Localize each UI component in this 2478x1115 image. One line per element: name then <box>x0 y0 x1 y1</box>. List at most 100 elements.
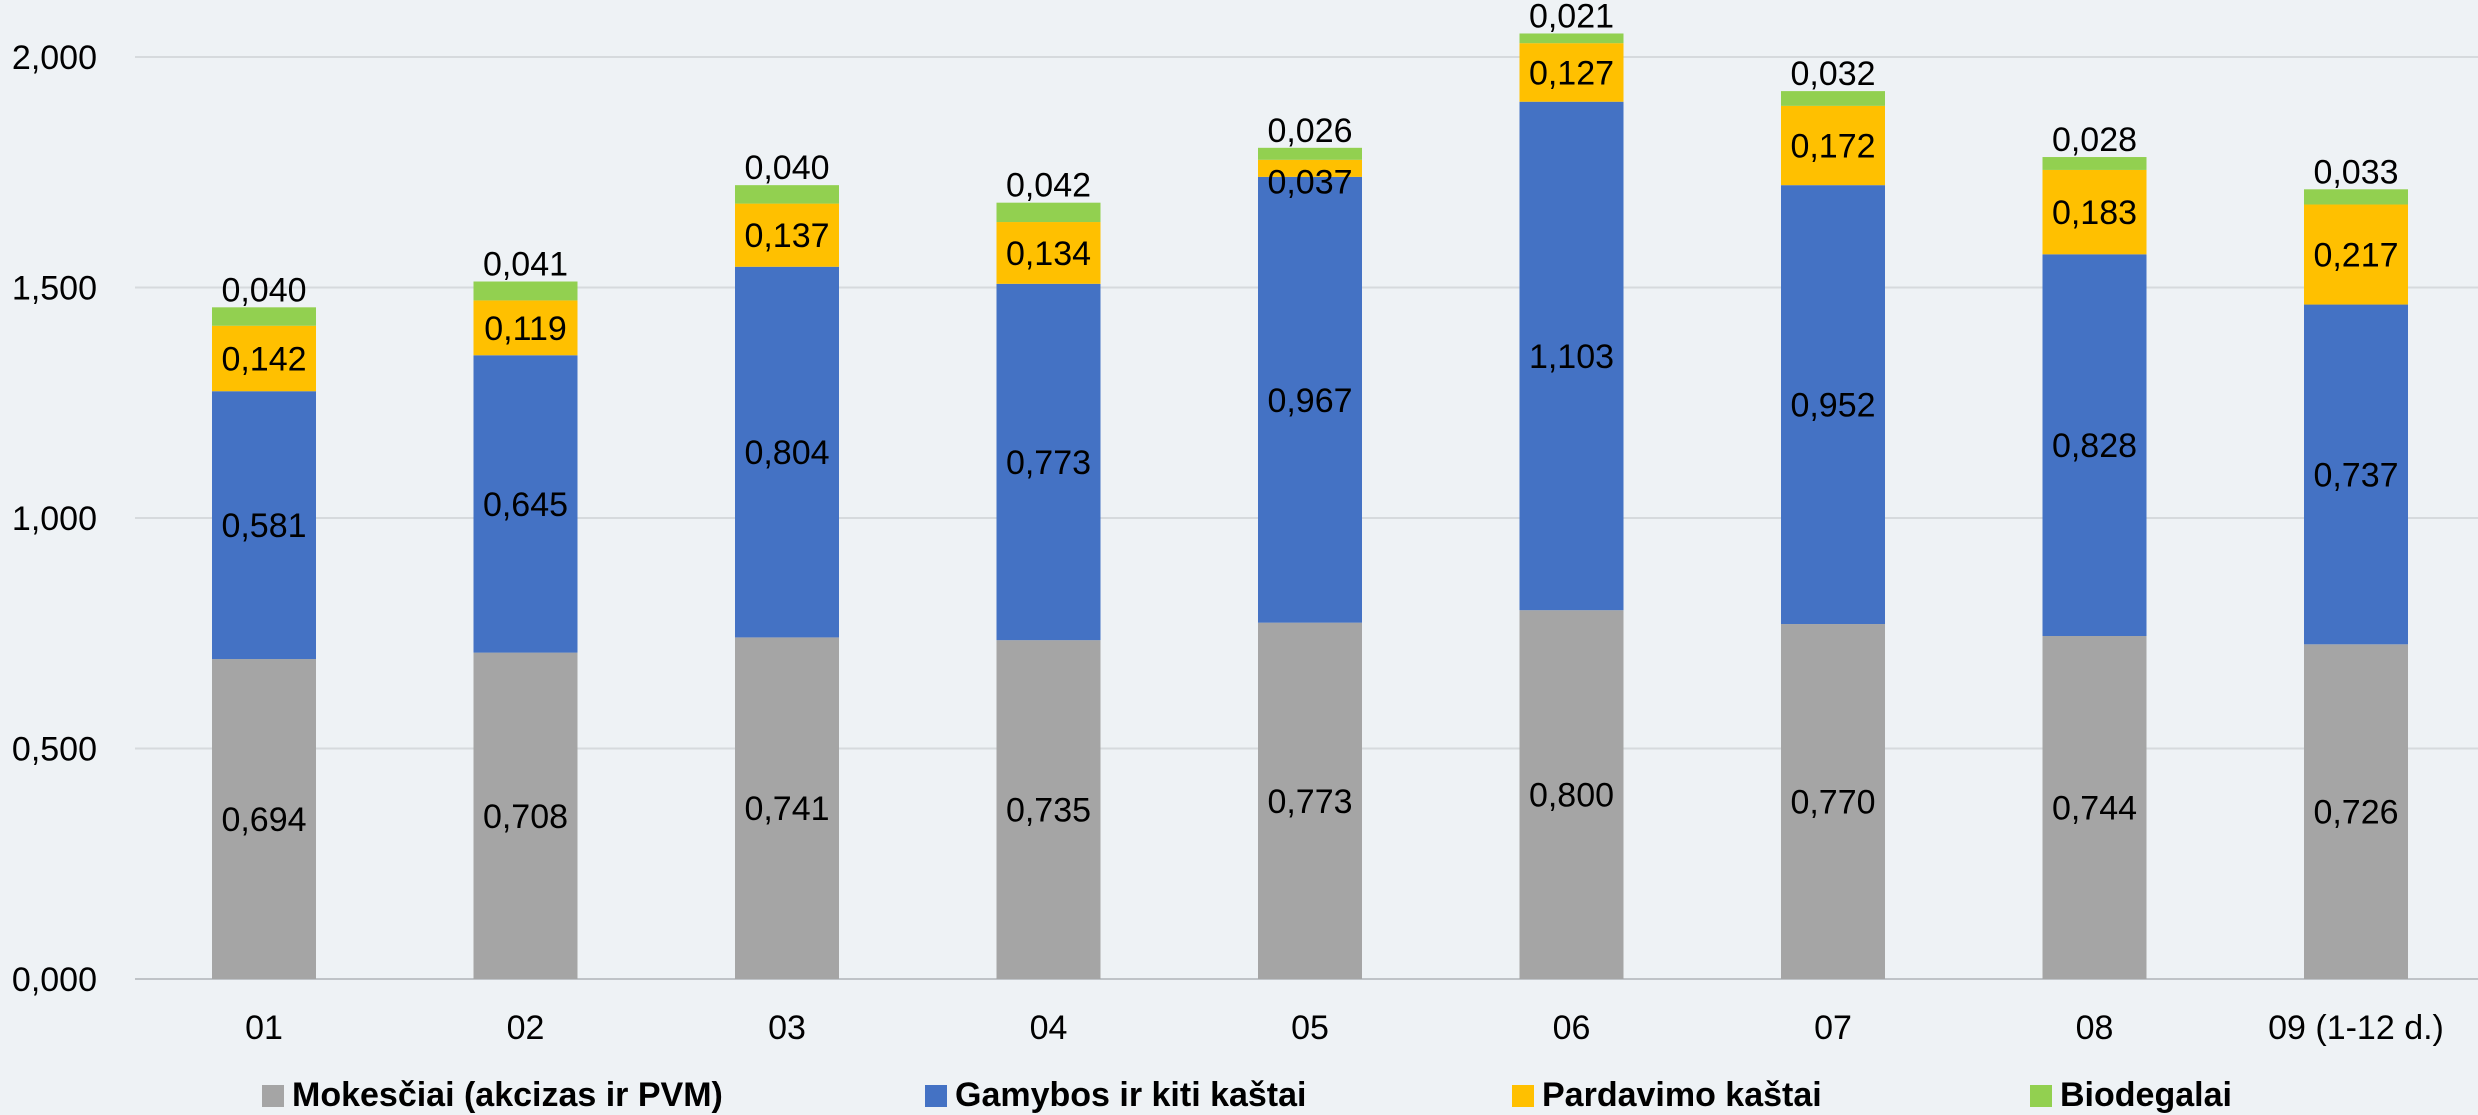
bar-segment[interactable] <box>473 652 578 979</box>
x-tick-label: 01 <box>245 1009 283 1047</box>
y-tick-label: 1,000 <box>12 500 97 538</box>
bar-segment[interactable] <box>735 203 839 267</box>
legend-item-biofuels[interactable]: Biodegalai <box>2030 1076 2232 1115</box>
data-label: 0,032 <box>1790 55 1875 93</box>
data-label: 0,737 <box>2313 456 2398 494</box>
bar-segment[interactable] <box>735 637 839 979</box>
data-label: 0,773 <box>1267 783 1352 821</box>
data-label: 0,828 <box>2052 427 2137 465</box>
bar-segment[interactable] <box>2304 189 2408 205</box>
legend-swatch-taxes <box>262 1084 284 1107</box>
bar-segment[interactable] <box>2042 169 2147 255</box>
data-label: 0,645 <box>483 486 568 524</box>
y-axis-ticks: 0,000 0,500 1,000 1,500 2,000 <box>12 39 97 999</box>
legend-swatch-sales <box>1512 1084 1534 1107</box>
data-label: 0,735 <box>1006 792 1091 830</box>
legend-swatch-production <box>925 1084 947 1107</box>
bar-segment[interactable] <box>2042 254 2147 637</box>
data-label: 0,744 <box>2052 790 2137 828</box>
bar-segment[interactable] <box>1258 147 1362 160</box>
bar-segment[interactable] <box>1781 91 1885 106</box>
bar-segment[interactable] <box>1519 610 1624 979</box>
data-label: 0,741 <box>744 790 829 828</box>
bars: 0,694 0,581 0,142 0,040 0,708 0,645 0,119 0,041… <box>212 0 2408 979</box>
data-label: 0,037 <box>1267 163 1352 201</box>
x-tick-label: 07 <box>1814 1009 1852 1047</box>
data-label: 0,033 <box>2313 153 2398 191</box>
y-tick-label: 0,500 <box>12 731 97 769</box>
data-label: 0,952 <box>1790 387 1875 425</box>
data-label: 0,137 <box>744 217 829 255</box>
bar-segment[interactable] <box>1258 159 1362 177</box>
legend: Mokesčiai (akcizas ir PVM) Gamybos ir ki… <box>0 1072 2478 1115</box>
legend-label-production: Gamybos ir kiti kaštai <box>955 1076 1307 1114</box>
data-label: 0,217 <box>2313 237 2398 275</box>
bar-segment[interactable] <box>212 325 316 392</box>
data-label: 0,042 <box>1006 167 1091 205</box>
bar-segment[interactable] <box>2304 204 2408 305</box>
data-label: 1,103 <box>1529 338 1614 376</box>
legend-item-production[interactable]: Gamybos ir kiti kaštai <box>925 1076 1307 1115</box>
bar-segment[interactable] <box>996 640 1101 979</box>
data-label: 0,040 <box>221 271 306 309</box>
data-label: 0,142 <box>221 340 306 378</box>
x-tick-label: 09 (1-12 d.) <box>2268 1009 2444 1047</box>
legend-item-taxes[interactable]: Mokesčiai (akcizas ir PVM) <box>262 1076 723 1115</box>
data-label: 0,726 <box>2313 794 2398 832</box>
x-tick-label: 02 <box>507 1009 545 1047</box>
bar-segment[interactable] <box>735 266 839 638</box>
y-tick-label: 0,000 <box>12 961 97 999</box>
legend-label-taxes: Mokesčiai (akcizas ir PVM) <box>292 1076 723 1114</box>
bar-segment[interactable] <box>212 307 316 326</box>
bar-segment[interactable] <box>473 281 578 301</box>
bar-segment[interactable] <box>2304 644 2408 979</box>
data-label: 0,581 <box>221 507 306 545</box>
data-label: 0,119 <box>484 310 567 348</box>
data-label: 0,021 <box>1529 0 1614 35</box>
bar-segment[interactable] <box>1519 101 1624 611</box>
bar-segment[interactable] <box>735 185 839 204</box>
bar-segment[interactable] <box>1781 624 1885 979</box>
data-label: 0,773 <box>1006 444 1091 482</box>
data-label: 0,172 <box>1790 128 1875 166</box>
data-label: 0,967 <box>1267 382 1352 420</box>
data-label: 0,134 <box>1006 235 1091 273</box>
bar-segment[interactable] <box>1258 622 1362 979</box>
bar-segment[interactable] <box>2304 304 2408 645</box>
legend-label-sales: Pardavimo kaštai <box>1542 1076 1822 1114</box>
x-tick-label: 06 <box>1553 1009 1591 1047</box>
x-tick-label: 03 <box>768 1009 806 1047</box>
bar-segment[interactable] <box>1519 33 1624 44</box>
bar-segment[interactable] <box>1519 43 1624 102</box>
bar-segment[interactable] <box>996 283 1101 641</box>
legend-label-biofuels: Biodegalai <box>2060 1076 2232 1114</box>
data-label: 0,708 <box>483 798 568 836</box>
bar-segment[interactable] <box>996 202 1101 223</box>
data-label: 0,770 <box>1790 784 1875 822</box>
data-label: 0,041 <box>483 246 568 284</box>
data-label: 0,127 <box>1529 54 1614 92</box>
bar-segment[interactable] <box>473 300 578 356</box>
data-label: 0,694 <box>221 801 306 839</box>
y-tick-label: 1,500 <box>12 270 97 308</box>
data-label: 0,028 <box>2052 121 2137 159</box>
bar-segment[interactable] <box>1258 176 1362 623</box>
x-tick-label: 04 <box>1030 1009 1068 1047</box>
x-tick-label: 08 <box>2076 1009 2114 1047</box>
legend-item-sales[interactable]: Pardavimo kaštai <box>1512 1076 1822 1115</box>
bar-segment[interactable] <box>996 222 1101 284</box>
data-label: 0,183 <box>2052 194 2137 232</box>
bar-segment[interactable] <box>2042 636 2147 979</box>
bar-segment[interactable] <box>2042 157 2147 170</box>
x-tick-label: 05 <box>1291 1009 1329 1047</box>
bar-segment[interactable] <box>1781 185 1885 625</box>
bar-segment[interactable] <box>212 391 316 660</box>
bar-segment[interactable] <box>1781 105 1885 186</box>
data-label: 0,800 <box>1529 777 1614 815</box>
bar-segment[interactable] <box>473 355 578 653</box>
data-label: 0,026 <box>1267 112 1352 150</box>
bar-segment[interactable] <box>212 659 316 979</box>
data-label: 0,040 <box>744 149 829 187</box>
x-axis-ticks: 01 02 03 04 05 06 07 08 09 (1-12 d.) <box>245 1009 2444 1047</box>
